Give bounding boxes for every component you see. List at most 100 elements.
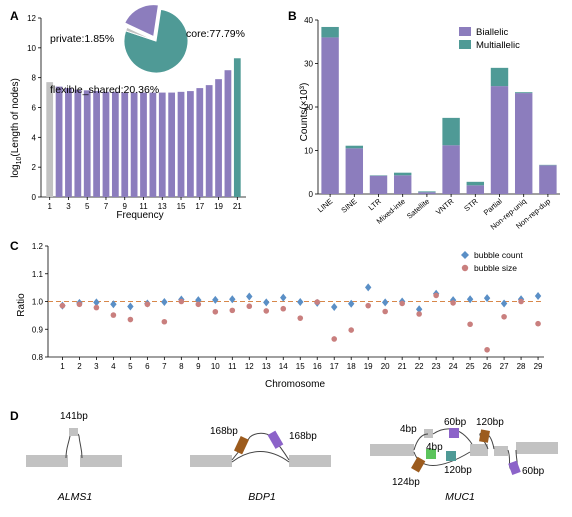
panel-b-category-label: SINE [339,197,358,215]
alms1-bubble-path [66,433,82,458]
panel-c-y-tick-label: 0.9 [32,325,44,334]
panel-c-x-tick-label: 2 [77,362,82,371]
point-bubble-count [280,294,286,302]
panel-a-bar [140,93,147,197]
panel-a-core-label: core:77.79% [186,28,245,40]
muc1-insert-124bp [411,457,425,473]
alms1-diagram: 141bp ALMS1 [26,411,122,503]
bdp1-left-segment [190,455,232,467]
panel-b-bar-biallelic [370,176,387,194]
panel-c-x-tick-label: 17 [330,362,339,371]
panel-c-y-tick-label: 1.0 [32,298,44,307]
panel-c-y-axis-label: Ratio [16,293,27,317]
panel-a-bar [93,91,100,197]
panel-c-x-tick-label: 29 [534,362,543,371]
panel-c-x-tick-label: 6 [145,362,150,371]
point-bubble-size [450,300,456,306]
panel-a-bar [121,93,128,197]
alms1-insertion-segment [69,428,78,436]
panel-c-y-tick-label: 1.1 [32,270,44,279]
panel-a-bar [84,90,91,197]
panel-b-category-label: STR [462,196,480,213]
panel-c-x-tick-label: 21 [398,362,407,371]
muc1-label-120bp-mid: 120bp [444,465,472,476]
alms1-right-segment [80,455,122,467]
panel-c-x-tick-label: 22 [415,362,424,371]
panel-a-x-tick-label: 7 [104,202,109,211]
panel-c-x-tick-label: 16 [313,362,322,371]
panel-b-bar-multiallelic [491,68,508,86]
legend-label-biallelic: Biallelic [476,27,508,38]
alms1-gene-name: ALMS1 [57,491,92,503]
panel-c-x-axis-label: Chromosome [265,379,325,390]
panel-b-bar-multiallelic [442,118,459,145]
panel-b-category-label: LINE [316,197,335,215]
point-bubble-size [196,301,202,307]
point-bubble-count [263,298,269,306]
muc1-label-60bp-top: 60bp [444,417,467,428]
panel-b-y-tick-label: 0 [309,190,314,199]
bdp1-insertion-right [268,431,284,449]
point-bubble-count [161,298,167,306]
point-bubble-count [501,299,507,307]
muc1-label-4bp-mid: 4bp [426,442,443,453]
muc1-segment-4 [494,446,508,456]
point-bubble-size [399,301,405,307]
panel-b-y-axis-label: Counts(×10³) [299,83,310,142]
muc1-segment-3 [470,444,488,456]
panel-b-bar-multiallelic [346,146,363,149]
muc1-insert-60bp-right [508,461,521,475]
legend-marker-bubble-size [462,265,468,271]
legend-label-bubble-size: bubble size [474,263,517,273]
panel-a-y-tick-label: 8 [32,74,37,83]
point-bubble-size [230,308,236,314]
muc1-label-60bp-right: 60bp [522,466,545,477]
panel-a-y-axis-label: log10(Length of nodes) [10,78,23,178]
panel-c-x-tick-label: 24 [449,362,458,371]
point-bubble-size [60,303,66,309]
panel-c-x-tick-label: 19 [364,362,373,371]
panel-a-y-tick-label: 10 [27,44,36,53]
panel-a-bar [112,92,119,197]
panel-a-x-tick-label: 15 [177,202,186,211]
panel-letter-a: A [10,9,19,23]
panel-a-bar [178,92,185,197]
point-bubble-size [331,336,337,342]
panel-b-bar-multiallelic [467,182,484,185]
panel-a-private-label: private:1.85% [50,33,114,45]
panel-b-bar-multiallelic [418,191,435,192]
panel-b-category-label: Satellite [405,197,431,221]
panel-a-bar [196,88,203,197]
panel-a-bar [56,87,63,197]
panel-c-x-tick-label: 3 [94,362,99,371]
panel-b-category-label: VNTR [434,196,456,216]
panel-b-bar-biallelic [346,148,363,194]
point-bubble-count [348,300,354,308]
muc1-insert-60bp-top [449,428,459,438]
panel-c-x-tick-label: 25 [466,362,475,371]
muc1-label-4bp-top: 4bp [400,424,417,435]
panel-b-y-tick-label: 40 [304,16,313,25]
panel-c-x-tick-label: 10 [211,362,220,371]
panel-a-y-tick-label: 12 [27,14,36,23]
bdp1-diagram: 168bp 168bp BDP1 [190,426,331,503]
panel-c-y-tick-label: 1.2 [32,242,44,251]
panel-c-legend: bubble count bubble size [461,250,523,273]
point-bubble-size [94,305,100,311]
panel-letter-c: C [10,239,19,253]
bdp1-label-right: 168bp [289,431,317,442]
panel-a-bar [46,82,53,197]
point-bubble-size [416,311,422,317]
panel-c-x-tick-label: 11 [228,362,237,371]
point-bubble-size [280,306,286,312]
panel-a-y-tick-label: 0 [32,193,37,202]
panel-a-x-tick-label: 17 [195,202,204,211]
panel-b-y-tick-label: 10 [304,147,313,156]
point-bubble-count [382,298,388,306]
panel-c-x-tick-label: 8 [179,362,184,371]
point-bubble-count [535,292,541,300]
